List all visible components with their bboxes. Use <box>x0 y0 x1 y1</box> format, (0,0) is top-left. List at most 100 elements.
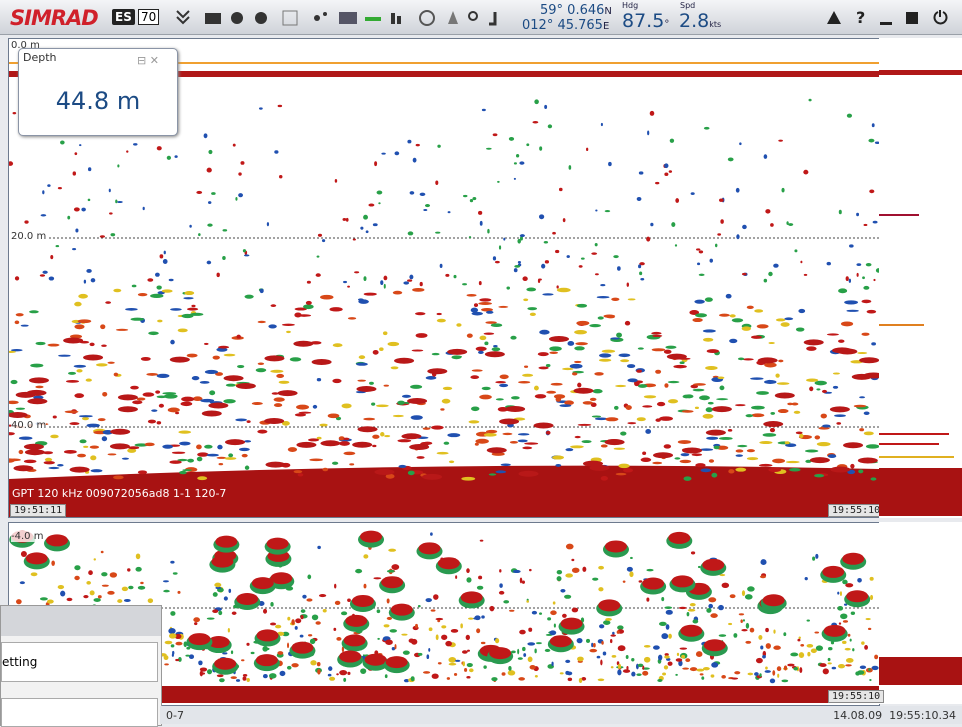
tool-icons[interactable] <box>175 8 505 28</box>
echo <box>503 237 506 241</box>
echo <box>809 386 814 392</box>
echo <box>130 385 139 390</box>
echo <box>495 380 506 384</box>
echo <box>845 276 849 282</box>
echo <box>768 341 775 345</box>
echo <box>75 228 79 233</box>
echo <box>629 571 634 578</box>
speed-unit: kts <box>709 20 722 29</box>
echo <box>778 359 784 363</box>
echo <box>379 347 384 351</box>
echo <box>403 678 410 683</box>
echo <box>799 667 803 674</box>
echo <box>462 661 465 667</box>
echo <box>763 154 768 159</box>
echo <box>799 433 804 439</box>
menu-item[interactable]: etting <box>1 642 158 682</box>
echo <box>431 352 440 356</box>
echo <box>163 250 166 255</box>
echo <box>435 231 441 234</box>
echo <box>702 558 725 571</box>
echo <box>519 629 526 635</box>
echo <box>642 665 645 670</box>
echo <box>687 608 696 612</box>
echo <box>738 613 745 616</box>
echo <box>485 321 497 324</box>
echo <box>559 404 572 408</box>
echo <box>322 609 327 613</box>
echo <box>277 651 284 655</box>
echo <box>425 376 437 380</box>
echo <box>499 583 503 588</box>
echo <box>42 270 48 274</box>
echo <box>242 676 247 681</box>
echo <box>773 263 779 268</box>
echo <box>539 612 543 615</box>
echo <box>85 378 92 382</box>
echo <box>640 277 645 281</box>
echo <box>856 272 859 277</box>
echo <box>244 294 254 299</box>
echo <box>60 590 66 597</box>
echo <box>861 641 865 645</box>
window-icons[interactable]: ? <box>826 8 956 28</box>
echo <box>358 355 366 360</box>
echo <box>848 278 852 283</box>
echo <box>170 339 175 345</box>
echo <box>705 365 718 370</box>
echo <box>90 278 96 283</box>
echo <box>109 572 118 578</box>
echo <box>263 608 268 614</box>
echo <box>207 636 230 649</box>
echo <box>523 298 529 302</box>
echo <box>698 250 704 254</box>
echo <box>352 441 373 448</box>
echo <box>755 657 763 664</box>
echo <box>727 157 734 162</box>
echo <box>745 414 754 418</box>
echo <box>810 648 817 654</box>
echo <box>228 588 232 593</box>
echo <box>10 379 18 385</box>
echo <box>454 659 461 662</box>
echo <box>357 379 367 382</box>
echo <box>638 171 644 175</box>
echo <box>541 263 546 269</box>
echo <box>844 647 851 651</box>
echo <box>733 633 738 638</box>
echo <box>215 535 238 548</box>
echo <box>347 598 351 602</box>
echo <box>742 358 754 361</box>
echo <box>383 283 386 289</box>
echo <box>352 238 356 241</box>
echo <box>690 551 696 555</box>
echo <box>615 472 627 476</box>
echo <box>467 649 470 652</box>
echo <box>814 631 820 634</box>
echo <box>132 400 143 405</box>
echo <box>575 342 588 346</box>
echo <box>191 376 200 381</box>
echo <box>769 678 776 684</box>
echo <box>534 675 538 678</box>
echo <box>219 678 225 683</box>
echo <box>339 670 348 676</box>
echo <box>419 281 423 287</box>
echo <box>636 196 642 202</box>
echo <box>728 622 733 626</box>
echo <box>498 305 509 308</box>
echo <box>9 400 19 405</box>
echo <box>384 674 388 679</box>
echo <box>50 434 59 439</box>
echo <box>179 441 191 446</box>
depth-panel[interactable]: Depth ⊟ ✕ 44.8 m <box>18 48 178 136</box>
echo <box>185 654 191 657</box>
menu-item[interactable] <box>1 698 158 727</box>
echo <box>559 672 564 675</box>
echo <box>741 326 751 331</box>
panel-buttons[interactable]: ⊟ ✕ <box>137 54 159 67</box>
echo <box>230 650 234 655</box>
echo <box>508 666 512 671</box>
echo <box>594 242 598 247</box>
echo <box>705 407 713 413</box>
